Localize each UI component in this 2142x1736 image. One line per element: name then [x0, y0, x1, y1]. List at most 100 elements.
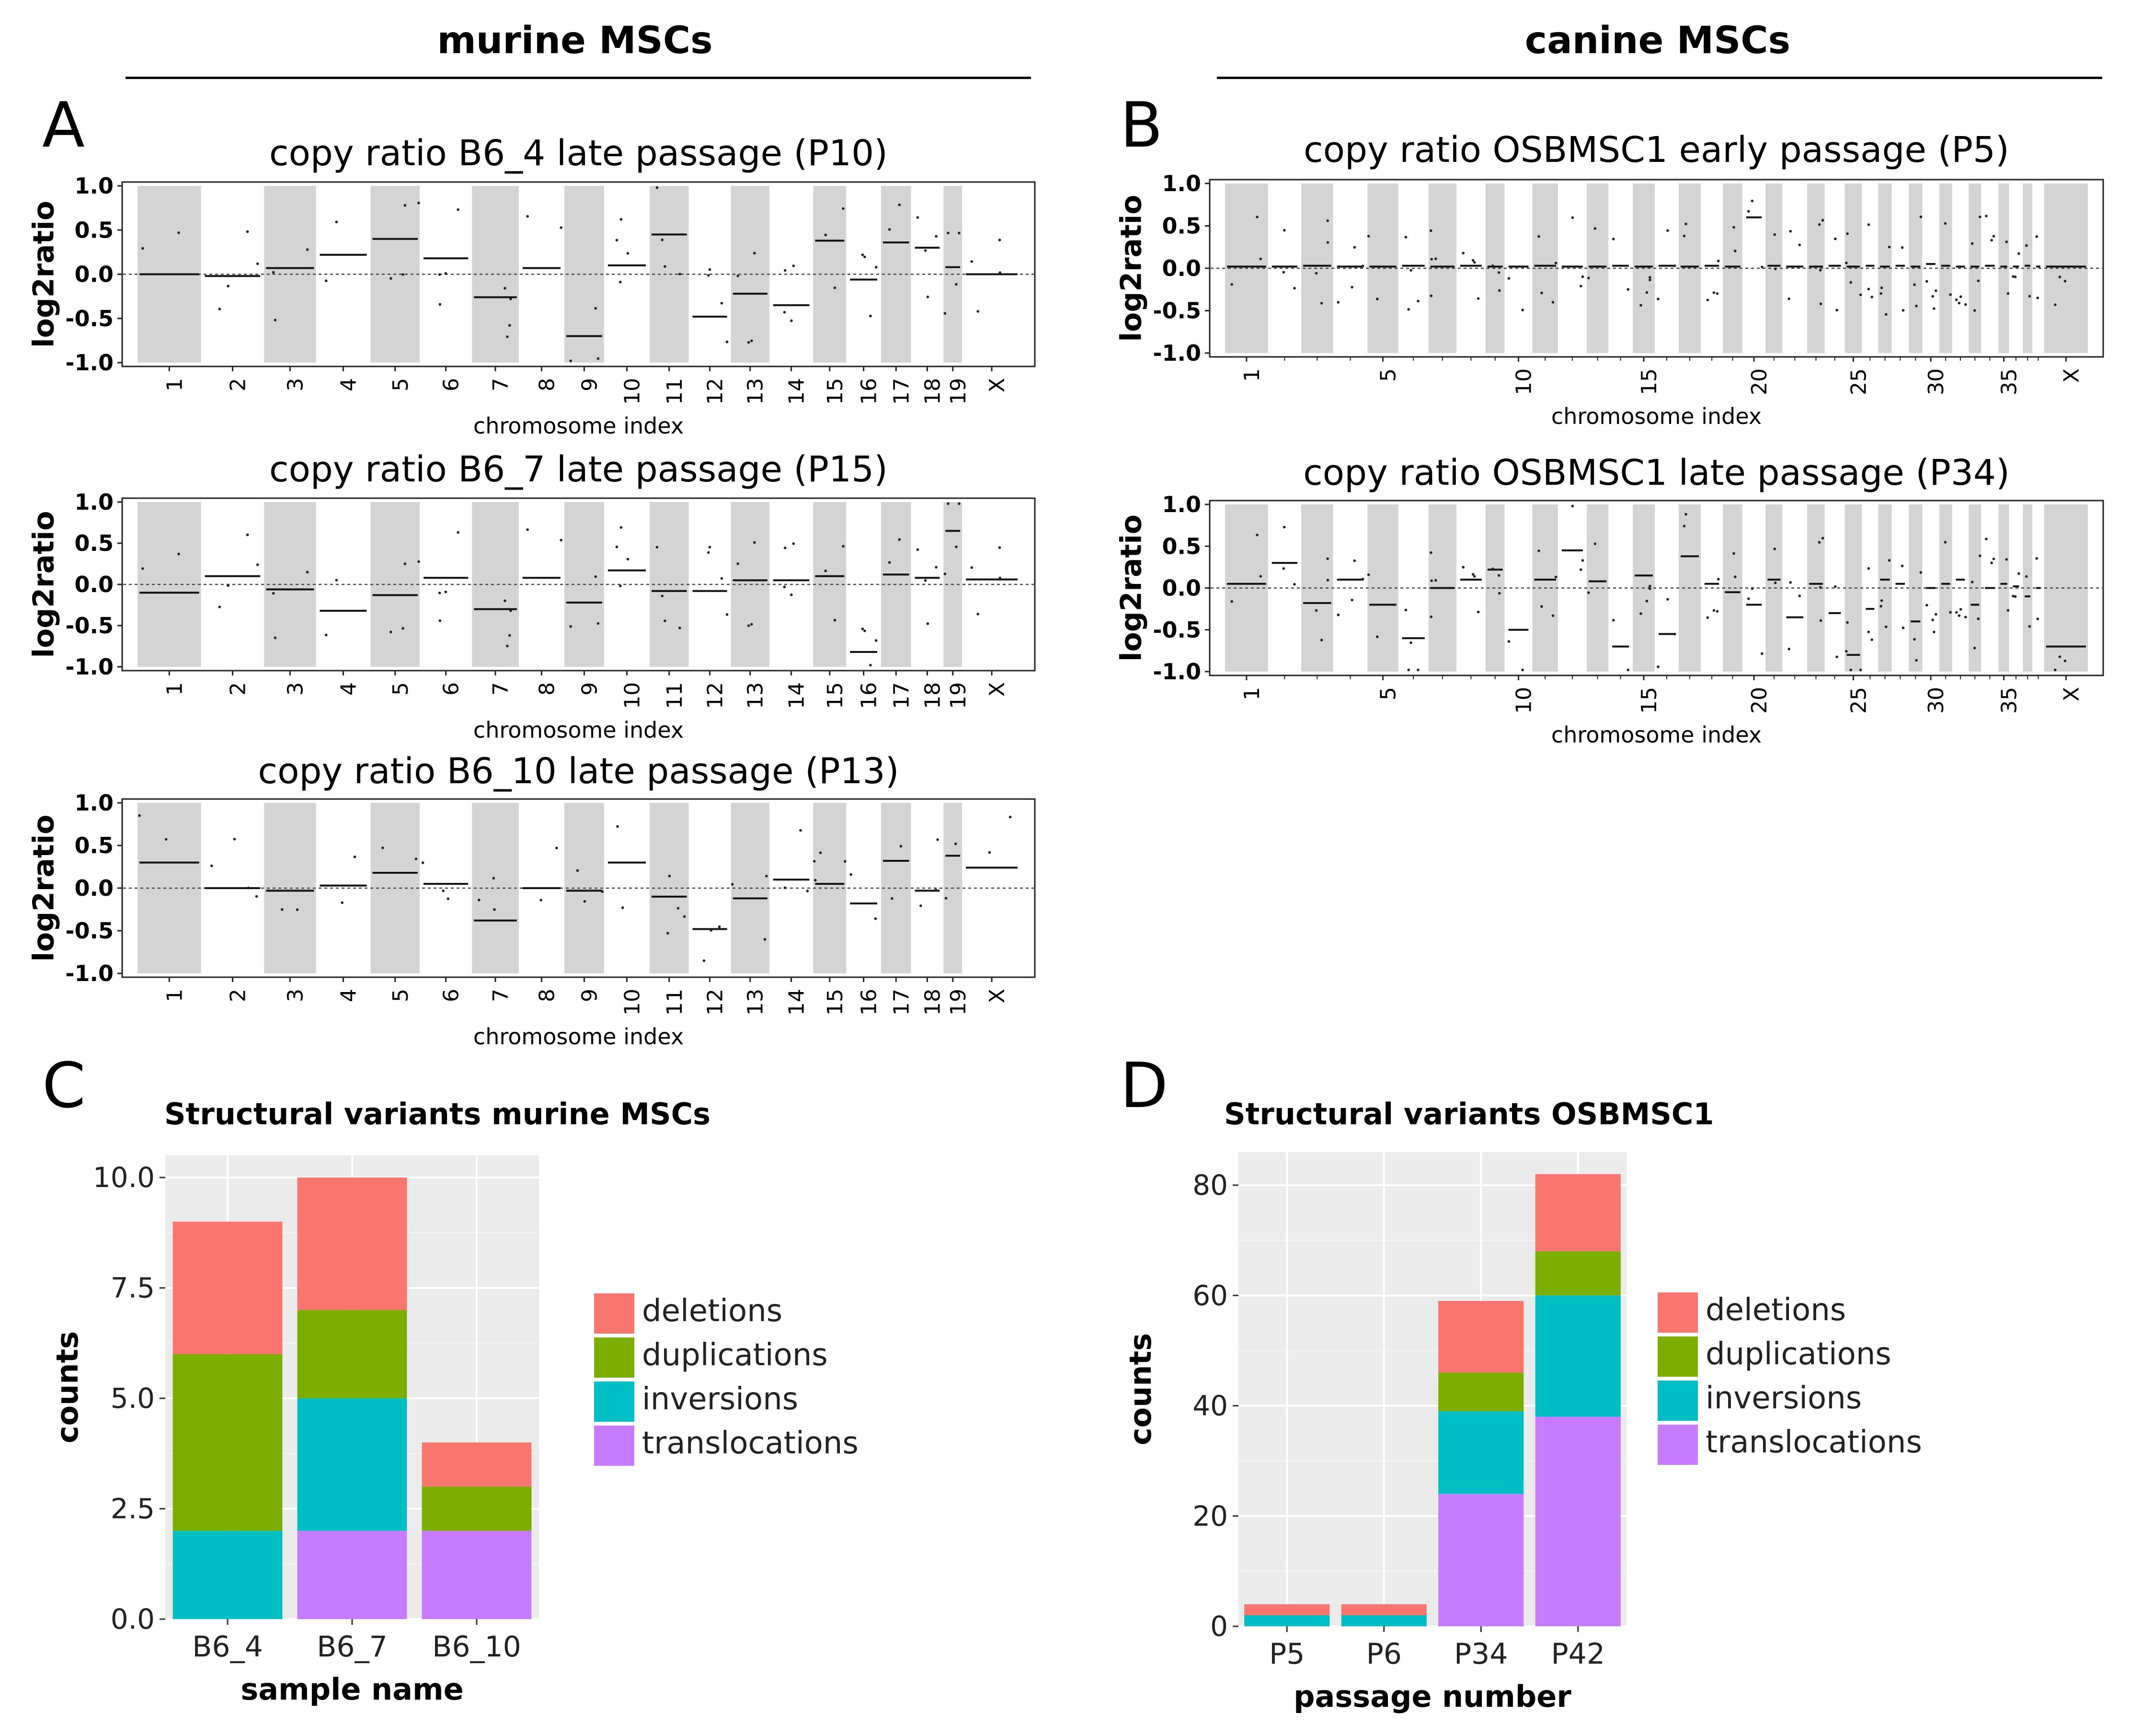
data-point — [824, 233, 827, 237]
data-point — [976, 613, 979, 616]
data-point — [1773, 548, 1776, 550]
legend: deletions duplications inversions transloca… — [1658, 1292, 1922, 1465]
data-point — [1849, 668, 1853, 672]
data-point — [874, 639, 878, 642]
data-point — [1970, 581, 1974, 583]
x-tick-label: 2 — [226, 682, 250, 696]
data-point — [934, 889, 938, 891]
data-point — [141, 567, 144, 570]
data-point — [493, 908, 496, 911]
data-point — [663, 619, 666, 622]
y-tick-label: 60 — [1192, 1279, 1228, 1312]
data-point — [725, 340, 729, 343]
data-point — [438, 273, 441, 276]
data-point — [218, 308, 221, 310]
chromosome-band — [1723, 504, 1742, 672]
y-tick-label: 1.0 — [75, 489, 114, 515]
bar-translocations — [1535, 1416, 1621, 1626]
bar-panel-D: P5 P6 P34 P42 0 20 40 60 80 Structural variants O… — [1123, 1096, 1922, 1714]
y-tick-label: 40 — [1192, 1390, 1228, 1422]
data-point — [1751, 587, 1754, 590]
data-point — [1913, 283, 1916, 286]
data-point — [1787, 297, 1791, 300]
data-point — [1315, 272, 1318, 275]
bar-duplications — [1535, 1251, 1621, 1296]
x-tick-label: 3 — [283, 682, 308, 696]
data-point — [1933, 307, 1936, 310]
data-point — [926, 622, 929, 625]
bar-duplications — [1438, 1372, 1524, 1412]
data-point — [1404, 236, 1408, 239]
x-tick-label: 15 — [823, 989, 848, 1016]
data-point — [1964, 616, 1967, 618]
x-tick-label: 10 — [1512, 368, 1536, 395]
x-tick-label: B6_10 — [432, 1630, 521, 1664]
data-point — [790, 593, 793, 596]
x-tick-label: 2 — [226, 989, 250, 1002]
bar-inversions — [172, 1530, 283, 1619]
data-point — [1870, 296, 1874, 298]
data-point — [1554, 262, 1558, 264]
x-tick-label: 10 — [1512, 687, 1536, 714]
data-point — [935, 566, 938, 569]
data-point — [417, 560, 420, 563]
x-tick-label: 8 — [535, 682, 559, 696]
data-point — [842, 545, 845, 548]
x-tick-label: 3 — [283, 378, 308, 391]
data-point — [1326, 241, 1329, 244]
x-tick-label: 35 — [1997, 687, 2022, 714]
data-point — [1320, 302, 1323, 305]
legend-label-translocations: translocations — [1706, 1425, 1922, 1460]
bar-panel-C: B6_4 B6_7 B6_10 0.0 2.5 5.0 7.5 10.0 Structural … — [50, 1096, 859, 1707]
data-point — [947, 231, 950, 235]
data-point — [750, 623, 753, 626]
data-point — [1571, 216, 1574, 219]
chromosome-band — [1723, 183, 1742, 353]
data-point — [943, 572, 947, 575]
data-point — [1958, 301, 1961, 305]
data-point — [736, 562, 739, 565]
x-tick-label: B6_7 — [317, 1630, 388, 1664]
data-point — [1717, 259, 1720, 263]
data-point — [718, 925, 721, 928]
data-point — [707, 274, 710, 277]
data-point — [444, 272, 447, 275]
data-point — [2014, 275, 2017, 278]
legend-label-duplications: duplications — [1706, 1336, 1891, 1372]
data-point — [863, 255, 866, 259]
data-point — [2063, 659, 2067, 662]
bar-inversions — [1438, 1411, 1524, 1494]
data-point — [1732, 552, 1735, 555]
data-point — [1521, 668, 1524, 672]
data-point — [1935, 289, 1937, 292]
y-tick-label: 80 — [1192, 1169, 1228, 1201]
data-point — [508, 324, 511, 327]
data-point — [621, 906, 624, 909]
data-point — [1901, 626, 1905, 629]
data-point — [655, 186, 659, 189]
data-point — [1789, 229, 1792, 233]
data-point — [2025, 575, 2028, 578]
data-point — [874, 266, 878, 269]
data-point — [725, 613, 729, 616]
data-point — [1293, 286, 1296, 290]
x-tick-label: 20 — [1747, 687, 1772, 714]
legend-label-inversions: inversions — [642, 1382, 798, 1417]
data-point — [615, 239, 619, 242]
data-point — [2005, 240, 2008, 243]
x-axis-label: chromosome index — [473, 413, 684, 439]
data-point — [1498, 592, 1501, 595]
data-point — [661, 594, 664, 597]
data-point — [955, 545, 958, 548]
x-tick-label: 9 — [577, 989, 602, 1002]
data-point — [1773, 233, 1776, 236]
x-axis-label: passage number — [1294, 1679, 1571, 1714]
data-point — [1949, 611, 1952, 614]
y-axis-label: log2ratio — [1115, 514, 1148, 662]
data-point — [1888, 559, 1891, 562]
data-point — [324, 633, 328, 637]
data-point — [1375, 297, 1379, 301]
data-point — [955, 283, 958, 286]
data-point — [256, 262, 259, 265]
data-point — [998, 576, 1002, 580]
